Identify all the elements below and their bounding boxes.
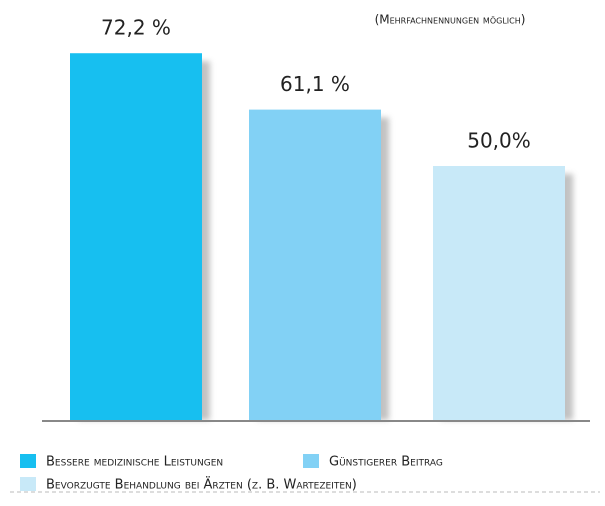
- bar: [70, 53, 202, 420]
- legend-label: Günstigerer Beitrag: [329, 455, 443, 470]
- value-label: 61,1 %: [280, 72, 350, 96]
- value-label: 50,0%: [467, 129, 531, 153]
- legend-swatch: [303, 454, 319, 468]
- legend: Bessere medizinische Leistungen Günstiger…: [20, 454, 443, 493]
- legend-swatch: [20, 477, 36, 491]
- legend-label: Bessere medizinische Leistungen: [46, 455, 223, 470]
- legend-swatch: [20, 454, 36, 468]
- bar: [249, 109, 381, 420]
- legend-label: Bevorzugte Behandlung bei Ärzten (z. B. …: [46, 477, 357, 493]
- bars: 72,2 % 61,1 % 50,0%: [70, 16, 573, 420]
- value-label: 72,2 %: [101, 16, 171, 40]
- note: (Mehrfachnennungen möglich): [375, 13, 526, 27]
- bar: [433, 166, 565, 420]
